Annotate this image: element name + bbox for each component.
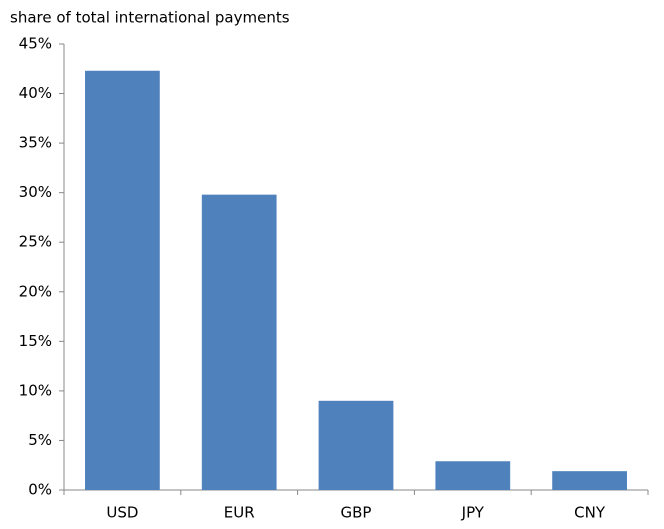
y-tick-label: 15% xyxy=(19,332,52,350)
bar xyxy=(435,461,511,490)
y-tick-label: 5% xyxy=(28,431,52,449)
bar xyxy=(552,471,627,490)
axis-title: share of total international payments xyxy=(10,9,290,27)
x-tick-label: EUR xyxy=(224,504,255,522)
bar xyxy=(201,194,277,490)
y-tick-label: 40% xyxy=(19,84,52,102)
y-tick-label: 10% xyxy=(19,381,52,399)
y-tick-label: 20% xyxy=(19,282,52,300)
bar xyxy=(85,70,160,490)
x-tick-label: JPY xyxy=(461,504,485,522)
y-tick-label: 0% xyxy=(28,481,52,499)
y-tick-label: 35% xyxy=(19,134,52,152)
x-tick-label: CNY xyxy=(574,504,606,522)
bar xyxy=(318,400,394,490)
y-tick-label: 30% xyxy=(19,183,52,201)
y-tick-label: 25% xyxy=(19,233,52,251)
y-tick-label: 45% xyxy=(19,35,52,53)
x-tick-label: GBP xyxy=(341,504,372,522)
x-tick-label: USD xyxy=(106,504,138,522)
